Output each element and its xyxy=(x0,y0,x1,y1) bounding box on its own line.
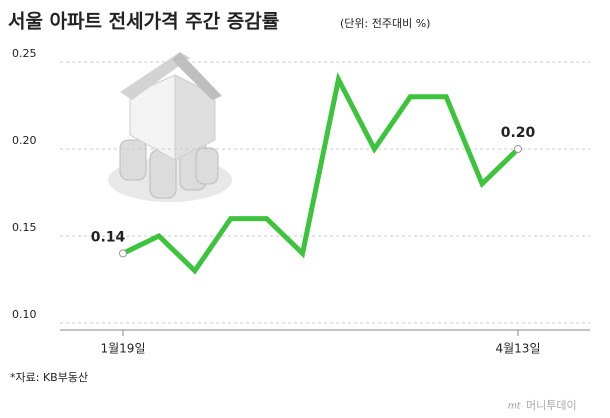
source: *자료: KB부동산 xyxy=(10,371,88,384)
y-tick-label: 0.20 xyxy=(12,134,37,147)
illustration xyxy=(108,52,232,202)
data-point xyxy=(119,249,127,258)
data-point xyxy=(514,145,522,153)
x-tick-label: 4월13일 xyxy=(496,342,541,356)
chart-title: 서울 아파트 전세가격 주간 증감률 xyxy=(8,11,279,33)
data-label: 0.14 xyxy=(91,229,126,245)
data-label: 0.20 xyxy=(501,125,536,141)
y-tick-label: 0.25 xyxy=(12,47,37,60)
y-tick-label: 0.10 xyxy=(12,308,37,321)
chart-subtitle: (단위: 전주대비 %) xyxy=(340,17,430,30)
watermark-logo: mt xyxy=(508,402,521,412)
data-line xyxy=(121,71,520,275)
x-tick-label: 1월19일 xyxy=(101,342,146,356)
y-tick-label: 0.15 xyxy=(12,221,37,234)
watermark: 머니투데이 xyxy=(526,399,577,412)
